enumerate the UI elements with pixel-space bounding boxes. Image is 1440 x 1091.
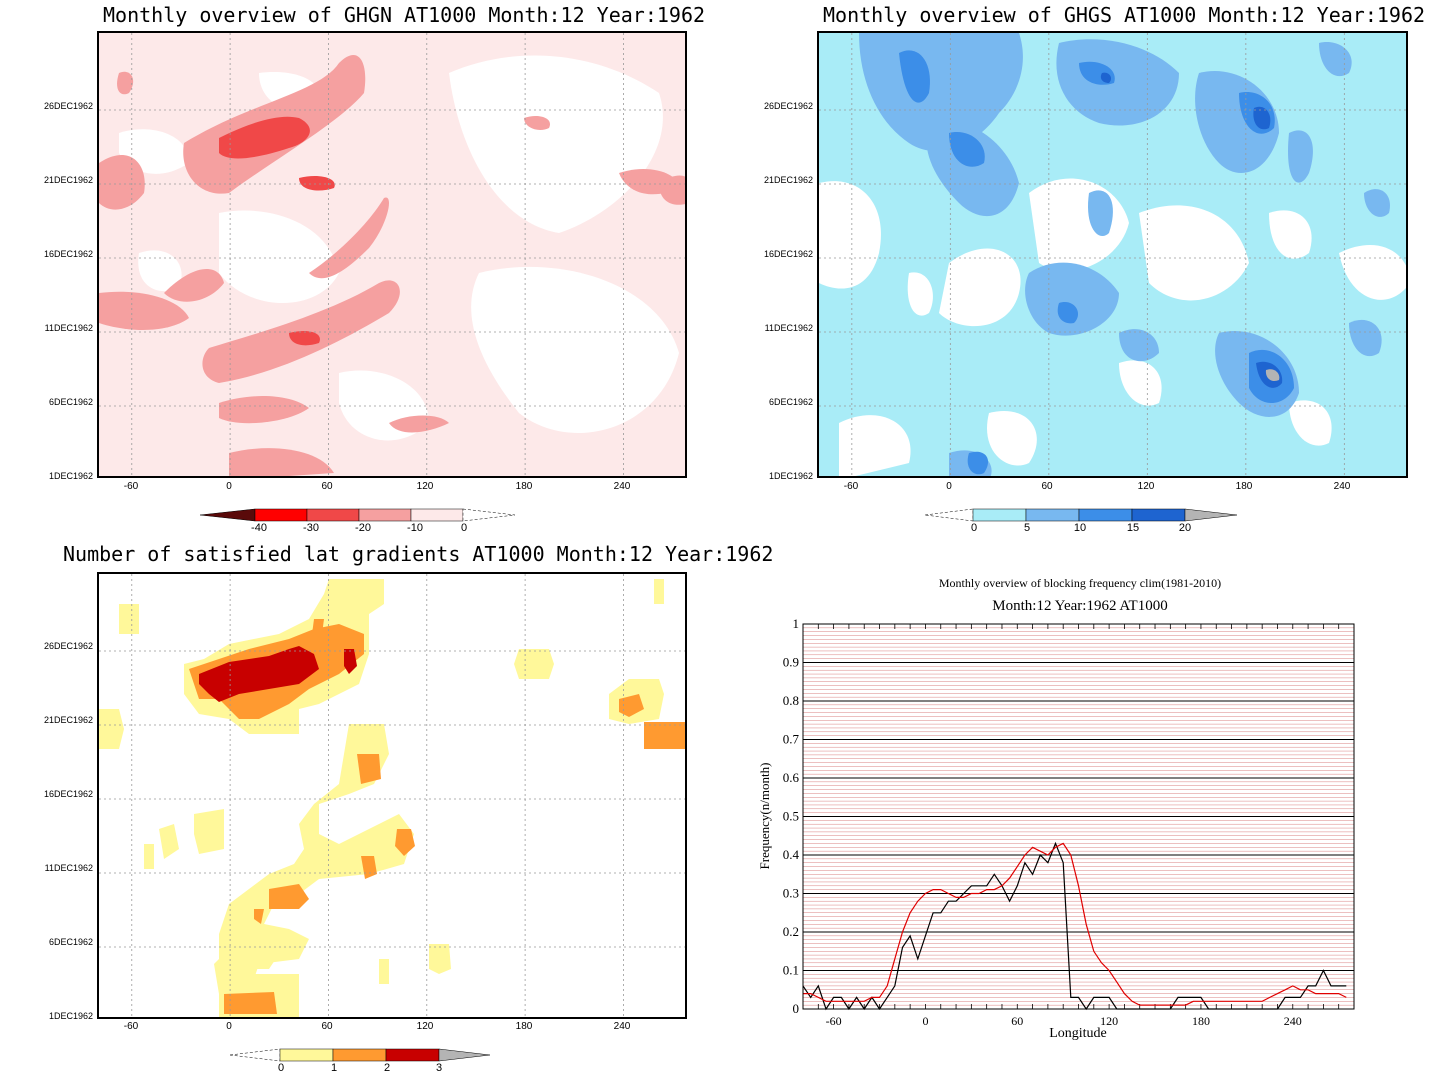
- freq-xtick-label: 120: [1100, 1014, 1118, 1028]
- lat-ytick-16dec: 16DEC1962: [43, 789, 93, 799]
- freq-xtick-label: 0: [922, 1014, 928, 1028]
- ghgn-ytick-26dec: 26DEC1962: [43, 101, 93, 111]
- ghgn-ytick-6dec: 6DEC1962: [48, 397, 93, 407]
- ghgs-xtick-180: 180: [1235, 481, 1253, 492]
- ghgs-xtick-0: 0: [946, 481, 952, 492]
- ghgn-cb-label-m10: -10: [407, 522, 423, 534]
- ghgn-ytick-21dec: 21DEC1962: [43, 175, 93, 185]
- ghgs-xtick-m60: -60: [843, 481, 859, 492]
- ghgs-cb-label-15: 15: [1126, 522, 1140, 534]
- lat-xtick-60: 60: [321, 1021, 333, 1032]
- ghgs-xtick-120: 120: [1137, 481, 1155, 492]
- freq-ytick-label: 0: [793, 1001, 800, 1016]
- lat-ytick-26dec: 26DEC1962: [43, 641, 93, 651]
- ghgn-ytick-11dec: 11DEC1962: [44, 323, 93, 333]
- lat-ytick-21dec: 21DEC1962: [43, 715, 93, 725]
- lat-field: [99, 574, 685, 1017]
- ghgn-xtick-0: 0: [226, 481, 232, 492]
- ghgs-colorbar: [924, 508, 1238, 522]
- freq-ytick-label: 0.9: [783, 655, 799, 670]
- freq-ticks: 0 0.1 0.2 0.3 0.4 0.5 0.6 0.7 0.8 0.9 1 -60 0 60 120 18…: [783, 616, 1355, 1028]
- ghgn-cb-label-m40: -40: [251, 522, 267, 534]
- ghgn-xtick-240: 240: [613, 481, 631, 492]
- ghgs-field: [819, 33, 1406, 476]
- freq-ytick-label: 0.7: [783, 732, 800, 747]
- freq-grid: [803, 627, 1354, 1006]
- freq-xtick-label: -60: [826, 1014, 842, 1028]
- ghgs-cb-label-10: 10: [1073, 522, 1087, 534]
- ghgs-map: [817, 31, 1408, 478]
- lat-cb-label-2: 2: [383, 1062, 391, 1074]
- ghgs-ytick-1dec: 1DEC1962: [768, 471, 813, 481]
- freq-ytick-label: 0.8: [783, 693, 799, 708]
- ghgn-cb-label-0: 0: [460, 522, 468, 534]
- ghgs-xtick-240: 240: [1333, 481, 1351, 492]
- ghgn-ytick-16dec: 16DEC1962: [43, 249, 93, 259]
- freq-xtick-label: 180: [1192, 1014, 1210, 1028]
- ghgs-cb-label-20: 20: [1178, 522, 1192, 534]
- freq-xlabel: Longitude: [1049, 1026, 1107, 1041]
- freq-ytick-label: 0.5: [783, 809, 799, 824]
- ghgn-field: [99, 33, 685, 476]
- ghgn-xtick-180: 180: [515, 481, 533, 492]
- ghgn-cb-label-m20: -20: [355, 522, 371, 534]
- freq-ytick-label: 0.3: [783, 886, 799, 901]
- ghgs-cb-label-5: 5: [1023, 522, 1031, 534]
- freq-ytick-label: 1: [793, 616, 800, 631]
- ghgs-ytick-16dec: 16DEC1962: [763, 249, 813, 259]
- lat-cb-label-0: 0: [277, 1062, 285, 1074]
- lat-xtick-180: 180: [515, 1021, 533, 1032]
- lat-map: [97, 572, 687, 1019]
- ghgn-ytick-1dec: 1DEC1962: [48, 471, 93, 481]
- freq-plot-frame: [802, 623, 1355, 1010]
- freq-title: Monthly overview of blocking frequency c…: [938, 576, 1222, 590]
- freq-ytick-label: 0.4: [783, 847, 800, 862]
- freq-chart: 0 0.1 0.2 0.3 0.4 0.5 0.6 0.7 0.8 0.9 1 -60 0 60 120 18…: [783, 616, 1355, 1028]
- ghgn-xtick-60: 60: [321, 481, 333, 492]
- freq-lines: [802, 841, 1347, 1011]
- ghgs-ytick-11dec: 11DEC1962: [764, 323, 813, 333]
- ghgn-colorbar: [199, 508, 516, 522]
- lat-xtick-0: 0: [226, 1021, 232, 1032]
- freq-ytick-label: 0.1: [783, 963, 799, 978]
- ghgs-cb-label-0: 0: [970, 522, 978, 534]
- freq-ytick-label: 0.2: [783, 924, 799, 939]
- freq-xtick-label: 60: [1011, 1014, 1023, 1028]
- lat-colorbar: [229, 1048, 491, 1062]
- ghgs-xtick-60: 60: [1041, 481, 1053, 492]
- lat-title: Number of satisfied lat gradients AT1000…: [63, 542, 774, 566]
- ghgn-title: Monthly overview of GHGN AT1000 Month:12…: [103, 3, 706, 27]
- ghgs-ytick-21dec: 21DEC1962: [763, 175, 813, 185]
- lat-ytick-6dec: 6DEC1962: [48, 937, 93, 947]
- freq-ylabel: Frequency(n/month): [757, 762, 772, 870]
- ghgs-title: Monthly overview of GHGS AT1000 Month:12…: [823, 3, 1426, 27]
- ghgn-cb-label-m30: -30: [303, 522, 319, 534]
- freq-xtick-label: 240: [1284, 1014, 1302, 1028]
- lat-xtick-m60: -60: [123, 1021, 139, 1032]
- freq-subtitle: Month:12 Year:1962 AT1000: [992, 598, 1168, 614]
- freq-series-red-line: [803, 842, 1347, 1006]
- lat-ytick-11dec: 11DEC1962: [44, 863, 93, 873]
- ghgn-xtick-m60: -60: [123, 481, 139, 492]
- lat-xtick-120: 120: [416, 1021, 434, 1032]
- ghgn-map: [97, 31, 687, 478]
- ghgs-ytick-6dec: 6DEC1962: [768, 397, 813, 407]
- ghgn-xtick-120: 120: [416, 481, 434, 492]
- ghgs-ytick-26dec: 26DEC1962: [763, 101, 813, 111]
- lat-xtick-240: 240: [613, 1021, 631, 1032]
- lat-cb-label-1: 1: [330, 1062, 338, 1074]
- freq-ytick-label: 0.6: [783, 770, 800, 785]
- lat-ytick-1dec: 1DEC1962: [48, 1011, 93, 1021]
- lat-cb-label-3: 3: [435, 1062, 443, 1074]
